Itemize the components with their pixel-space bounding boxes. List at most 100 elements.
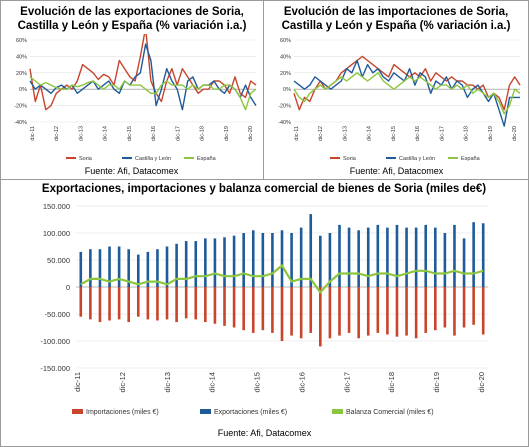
exports-x-tick-label: dic-19 (224, 126, 230, 141)
export-bar (319, 235, 322, 287)
balance-line (80, 264, 484, 294)
balance-legend-label: Exportaciones (miles €) (214, 409, 287, 416)
export-bar (290, 233, 293, 287)
export-bar (165, 246, 169, 287)
export-bar (434, 227, 437, 287)
balance-x-tick-label: dic-17 (342, 372, 351, 392)
export-bar (347, 227, 351, 287)
imports-x-tick-label: dic-19 (488, 126, 494, 141)
exports-series-line-2 (29, 76, 257, 111)
exports-y-tick-label: -40% (14, 120, 27, 126)
imports-legend-label: España (461, 156, 481, 162)
panel-divider-horizontal (0, 179, 529, 180)
exports-series-line-0 (29, 34, 257, 111)
import-bar (453, 287, 456, 336)
export-bar (223, 237, 226, 287)
export-bar (481, 223, 485, 287)
balance-y-tick-label: 50.000 (47, 256, 70, 265)
export-bar (271, 233, 274, 287)
balance-legend-swatch (332, 409, 343, 414)
import-bar (414, 287, 418, 339)
import-bar (204, 287, 207, 323)
import-bar (462, 287, 466, 328)
import-bar (165, 287, 169, 320)
imports-series-line-0 (293, 55, 521, 111)
balance-x-tick-label: dic-18 (387, 372, 396, 392)
exports-series-line-1 (29, 43, 257, 111)
import-bar (261, 287, 265, 331)
exports-legend-label: Castilla y León (135, 156, 171, 162)
exports-y-tick-label: 60% (16, 38, 27, 44)
balance-legend-label: Balanza Comercial (miles €) (346, 409, 434, 416)
import-bar (98, 287, 102, 323)
export-bar (280, 230, 284, 287)
import-bar (194, 287, 198, 320)
export-bar (395, 224, 399, 287)
export-bar (357, 230, 360, 287)
import-bar (117, 287, 121, 320)
imports-legend-label: Castilla y León (399, 156, 435, 162)
export-bar (232, 235, 236, 287)
export-bar (366, 227, 370, 287)
imports-x-tick-label: dic-12 (318, 126, 324, 141)
balance-y-tick-label: -100.000 (40, 337, 70, 346)
import-bar (309, 287, 313, 333)
exports-x-tick-label: dic-15 (127, 126, 133, 141)
imports-y-tick-label: 20% (280, 71, 291, 77)
balance-chart-source: Fuente: Afi, Datacomex (217, 428, 312, 438)
export-bar (338, 224, 341, 287)
exports-x-tick-label: dic-11 (30, 126, 36, 141)
imports-series-line-2 (293, 72, 521, 115)
export-bar (443, 233, 447, 287)
import-bar (251, 287, 255, 333)
import-bar (472, 287, 475, 325)
export-bar (194, 241, 198, 287)
export-bar (213, 238, 217, 287)
export-bar (108, 246, 111, 287)
export-bar (328, 233, 332, 287)
import-bar (223, 287, 226, 326)
balance-y-tick-label: 150.000 (43, 202, 70, 211)
export-bar (156, 249, 159, 287)
import-bar (232, 287, 236, 328)
imports-x-tick-label: dic-16 (415, 126, 421, 141)
import-bar (213, 287, 217, 324)
import-bar (366, 287, 370, 336)
imports-y-tick-label: 0% (283, 87, 291, 93)
imports-y-tick-label: 60% (280, 38, 291, 44)
imports-x-tick-label: dic-11 (294, 126, 300, 141)
balance-legend-swatch (200, 409, 211, 414)
import-bar (280, 287, 284, 341)
balance-legend-swatch (72, 409, 83, 414)
import-bar (299, 287, 303, 339)
import-bar (156, 287, 159, 321)
balance-y-tick-label: -50.000 (45, 310, 70, 319)
import-bar (347, 287, 351, 333)
export-bar (299, 227, 303, 287)
balance-y-tick-label: -150.000 (40, 364, 70, 373)
imports-chart-title: Evolución de las importaciones de Soria,… (281, 6, 511, 32)
balance-x-tick-label: dic-19 (432, 372, 441, 392)
import-bar (146, 287, 150, 320)
exports-y-tick-label: -20% (14, 104, 27, 110)
import-bar (319, 287, 322, 347)
export-bar (261, 233, 265, 287)
export-bar (242, 233, 245, 287)
import-bar (357, 287, 360, 339)
imports-line-chart: 60% 40% 20% 0% -20% -40%dic-11 dic-12 dic-13 dic… (278, 38, 521, 162)
exports-x-tick-label: dic-20 (248, 126, 254, 141)
export-bar (462, 238, 466, 287)
export-bar (89, 249, 92, 287)
import-bar (79, 287, 83, 317)
export-bar (453, 224, 456, 287)
export-bar (136, 254, 140, 287)
exports-y-tick-label: 0% (19, 87, 27, 93)
exports-y-tick-label: 20% (16, 71, 27, 77)
import-bar (175, 287, 178, 323)
export-bar (414, 227, 418, 287)
balance-x-tick-label: dic-15 (253, 372, 262, 392)
import-bar (242, 287, 245, 331)
import-bar (424, 287, 428, 333)
exports-legend-label: Soria (79, 156, 93, 162)
panel-divider-vertical (263, 0, 264, 179)
